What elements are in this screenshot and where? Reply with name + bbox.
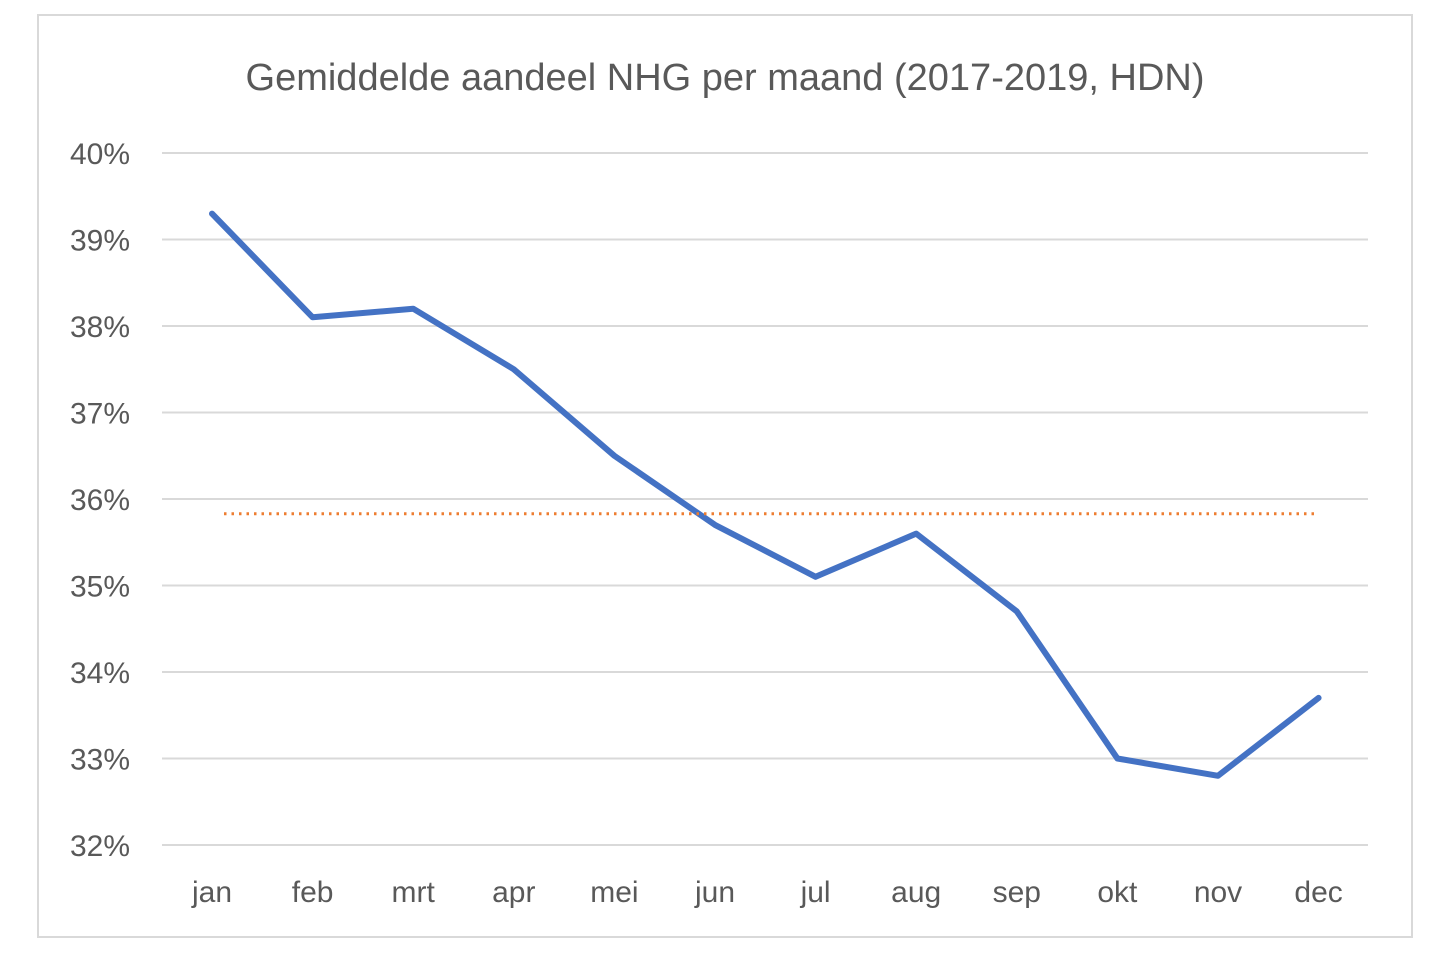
data-point <box>1217 775 1219 777</box>
data-point <box>915 533 917 535</box>
data-point <box>412 308 414 310</box>
data-point <box>312 316 314 318</box>
x-tick-label: aug <box>891 876 941 909</box>
x-tick-label: jul <box>800 876 831 909</box>
series-lines <box>209 210 1322 779</box>
y-tick-label: 38% <box>70 311 130 344</box>
y-axis-tick-labels: 40% 39% 38% 37% 36% 35% 34% 33% 32% <box>70 138 130 863</box>
data-point <box>513 368 515 370</box>
data-point <box>1116 758 1118 759</box>
chart-title: Gemiddelde aandeel NHG per maand (2017-2… <box>246 57 1205 99</box>
y-tick-label: 33% <box>70 744 130 777</box>
x-tick-label: apr <box>492 876 535 909</box>
x-tick-label: mei <box>590 876 638 909</box>
x-tick-label: dec <box>1294 876 1342 909</box>
x-tick-label: feb <box>292 876 334 909</box>
series-line <box>209 210 1322 779</box>
y-tick-label: 36% <box>70 484 130 517</box>
x-tick-label: sep <box>993 876 1041 909</box>
data-point <box>1318 697 1320 699</box>
x-tick-label: mrt <box>392 876 436 909</box>
y-tick-label: 32% <box>70 830 130 863</box>
x-tick-label: nov <box>1194 876 1242 909</box>
x-tick-label: jan <box>191 876 232 909</box>
y-tick-label: 34% <box>70 657 130 690</box>
data-point <box>211 213 213 215</box>
gridlines <box>162 152 1368 846</box>
x-tick-label: jun <box>694 876 735 909</box>
chart-frame <box>37 14 1413 938</box>
data-point <box>613 455 615 457</box>
y-tick-label: 40% <box>70 138 130 171</box>
y-tick-label: 39% <box>70 225 130 258</box>
y-tick-label: 37% <box>70 398 130 431</box>
data-point <box>1016 610 1018 612</box>
data-point <box>815 576 817 578</box>
y-tick-label: 35% <box>70 571 130 604</box>
x-axis-tick-labels: jan feb mrt apr mei jun jul aug sep okt nov dec <box>191 876 1343 909</box>
data-point <box>714 524 716 526</box>
x-tick-label: okt <box>1097 876 1138 909</box>
